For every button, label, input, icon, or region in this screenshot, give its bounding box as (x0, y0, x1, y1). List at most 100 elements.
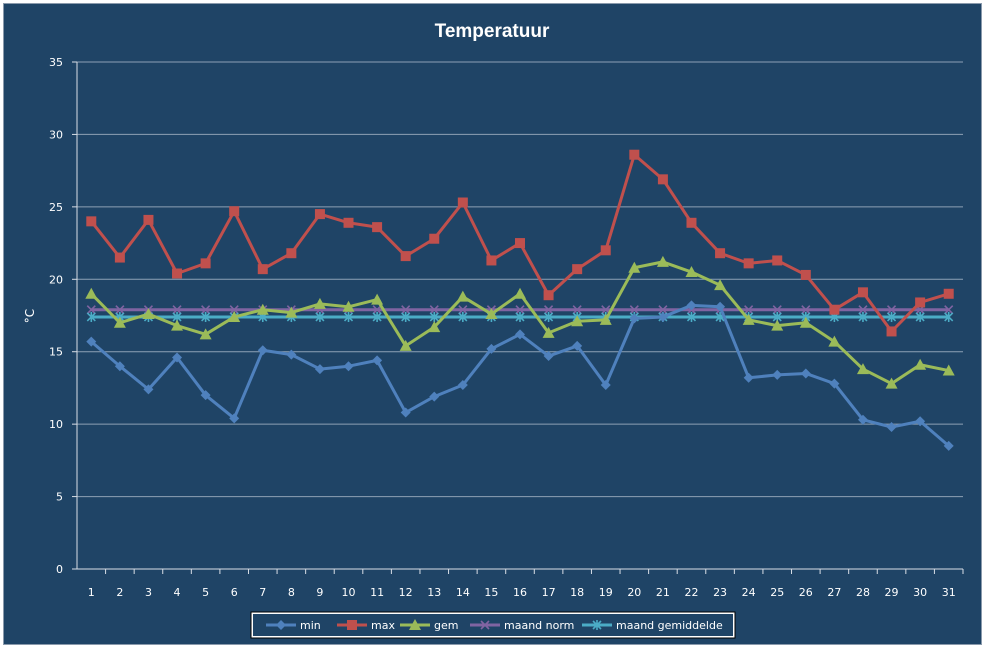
data-point-gem (514, 287, 526, 299)
series-min (86, 300, 954, 451)
data-point-gem (199, 328, 212, 340)
data-point-min (686, 300, 697, 311)
data-point-min (657, 311, 668, 322)
data-point-min (600, 380, 611, 391)
data-point-gem (456, 290, 469, 302)
data-point-min (572, 340, 583, 351)
x-tick-label: 30 (913, 586, 927, 599)
data-point-maand-gemiddelde (886, 311, 897, 322)
gridlines (72, 61, 963, 570)
data-point-gem (628, 261, 641, 273)
data-point-min (86, 336, 97, 347)
legend: min max gem maand norm maand gemiddelde (250, 611, 736, 639)
x-tick-label: 7 (259, 586, 266, 599)
data-point-maand-norm (744, 305, 754, 315)
data-point-maand-norm (544, 305, 554, 315)
x-tick-label: 17 (542, 586, 556, 599)
legend-entry-gem: gem (400, 619, 458, 632)
data-point-gem (914, 358, 927, 370)
data-point-gem (799, 316, 812, 328)
y-tick-label: 10 (49, 418, 63, 431)
data-point-gem (313, 297, 326, 309)
data-point-min (515, 329, 525, 340)
data-point-max (857, 287, 868, 298)
data-point-gem (885, 377, 898, 389)
chart-title: Temperatuur (435, 21, 550, 42)
series-max (86, 149, 954, 337)
data-point-maand-gemiddelde (544, 311, 554, 322)
data-point-maand-norm (172, 305, 182, 315)
legend-swatch-marker (592, 620, 602, 630)
data-point-min (172, 352, 183, 363)
data-point-max (143, 214, 154, 225)
data-point-gem (856, 363, 869, 375)
data-point-maand-gemiddelde (429, 311, 439, 322)
data-point-max (86, 216, 97, 227)
data-point-min (200, 390, 211, 401)
data-point-maand-norm (886, 305, 897, 315)
data-point-min (457, 380, 468, 391)
y-tick-label: 30 (49, 128, 63, 141)
x-tick-label: 21 (656, 586, 670, 599)
x-tick-label: 20 (627, 586, 641, 599)
series-maand-norm (86, 305, 954, 315)
data-point-gem (742, 313, 755, 325)
data-point-min (772, 369, 783, 380)
data-point-maand-gemiddelde (515, 311, 525, 322)
data-point-gem (342, 300, 355, 312)
data-point-max (457, 197, 468, 208)
data-point-gem (85, 287, 98, 299)
data-point-min (314, 364, 325, 375)
x-tick-label: 14 (456, 586, 470, 599)
data-point-maand-norm (86, 305, 96, 315)
series-layer (85, 149, 955, 451)
data-point-maand-gemiddelde (858, 311, 868, 322)
data-point-max (686, 217, 697, 228)
x-tick-label: 25 (770, 586, 784, 599)
x-tick-label: 2 (116, 586, 123, 599)
data-point-maand-gemiddelde (915, 311, 925, 322)
legend-label: maand norm (504, 619, 574, 632)
data-point-maand-norm (401, 305, 411, 315)
chart-area (3, 3, 982, 645)
data-point-min (943, 440, 954, 451)
series-gem (85, 255, 955, 389)
data-point-max (343, 217, 354, 228)
data-point-min (629, 313, 640, 324)
data-point-min (286, 349, 297, 360)
legend-entry-maand-gemiddelde: maand gemiddelde (582, 619, 723, 632)
data-point-max (229, 206, 240, 217)
data-point-min (829, 378, 840, 389)
data-point-maand-gemiddelde (401, 311, 411, 322)
data-point-maand-norm (772, 305, 782, 315)
data-point-max (800, 269, 811, 280)
data-point-maand-norm (572, 305, 582, 315)
data-point-min (114, 361, 125, 372)
x-tick-label: 26 (799, 586, 813, 599)
data-point-maand-gemiddelde (458, 311, 468, 322)
data-point-gem (428, 321, 441, 333)
data-point-maand-gemiddelde (315, 311, 325, 322)
legend-entry-max: max (337, 619, 395, 632)
data-point-gem (599, 313, 612, 325)
data-point-max (286, 248, 297, 259)
data-point-maand-norm (944, 305, 954, 315)
x-tick-label: 31 (942, 586, 956, 599)
data-point-maand-norm (115, 305, 125, 315)
data-point-max (915, 297, 926, 308)
data-point-gem (942, 364, 955, 376)
data-point-max (629, 149, 640, 160)
x-tick-label: 15 (484, 586, 498, 599)
data-point-max (743, 258, 754, 269)
data-point-gem (542, 326, 555, 338)
x-tick-label: 6 (231, 586, 238, 599)
data-point-min (143, 384, 154, 395)
x-tick-label: 12 (399, 586, 413, 599)
data-point-min (800, 368, 811, 379)
data-point-min (857, 414, 868, 425)
data-point-min (915, 416, 926, 427)
y-tick-label: 20 (49, 273, 63, 286)
data-point-max (600, 245, 611, 256)
data-point-maand-gemiddelde (686, 311, 697, 322)
